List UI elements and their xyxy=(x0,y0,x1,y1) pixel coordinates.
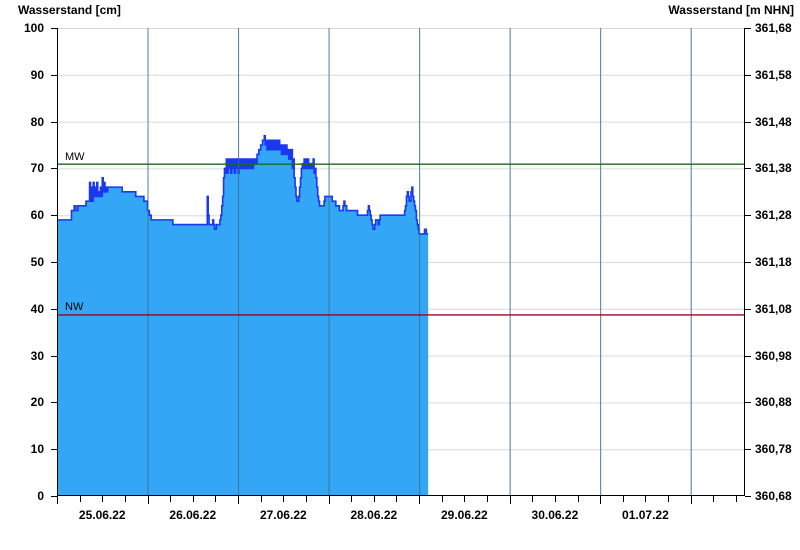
x-axis-major-tick xyxy=(600,496,602,504)
x-axis-minor-tick xyxy=(351,496,353,502)
right-axis-tick-label: 361,28 xyxy=(755,208,792,223)
x-axis-minor-tick xyxy=(192,496,194,502)
left-axis-tick-mark xyxy=(51,168,57,170)
water-level-series xyxy=(57,134,429,496)
left-axis-tick-mark xyxy=(51,74,57,76)
left-axis-tick-mark xyxy=(51,308,57,310)
x-axis-tick-label: 01.07.22 xyxy=(622,508,669,522)
x-axis-minor-tick xyxy=(532,496,534,502)
left-axis-tick-mark xyxy=(51,496,57,497)
left-axis-tick-label: 60 xyxy=(30,208,44,223)
x-axis-minor-tick xyxy=(79,496,81,502)
x-axis-minor-tick xyxy=(464,496,466,502)
x-axis-minor-tick xyxy=(396,496,398,502)
left-axis-tick-label: 0 xyxy=(37,489,44,503)
right-axis-tick-label: 361,48 xyxy=(755,114,792,129)
x-axis-minor-tick xyxy=(713,496,715,502)
left-axis-tick-mark xyxy=(51,215,57,217)
right-axis-tick-label: 361,08 xyxy=(755,301,792,316)
x-axis-minor-tick xyxy=(102,496,104,502)
x-axis-major-tick xyxy=(57,496,58,504)
x-axis-minor-tick xyxy=(622,496,624,502)
right-axis-tick-mark xyxy=(745,28,751,29)
x-axis-major-tick xyxy=(509,496,511,504)
x-axis-minor-tick xyxy=(373,496,375,502)
right-axis-tick-label: 361,68 xyxy=(755,21,792,35)
reference-line-label-mw: MW xyxy=(65,150,85,163)
right-axis-tick-mark xyxy=(745,262,751,263)
reference-lines xyxy=(57,163,745,316)
x-axis-tick-label: 27.06.22 xyxy=(259,508,307,522)
right-axis-tick-mark xyxy=(745,449,751,451)
left-axis-tick-label: 40 xyxy=(30,301,44,316)
x-axis-minor-tick xyxy=(124,496,126,502)
x-axis-major-tick xyxy=(419,496,421,504)
right-axis-tick-label: 360,68 xyxy=(755,489,792,503)
x-axis-minor-tick xyxy=(215,496,217,502)
x-axis-tick-label: 29.06.22 xyxy=(441,508,488,522)
left-axis-title: Wasserstand [cm] xyxy=(18,3,121,17)
x-axis-minor-tick xyxy=(735,496,737,502)
right-axis-tick-label: 361,58 xyxy=(755,67,792,82)
x-axis-tick-label: 25.06.22 xyxy=(78,508,126,522)
left-axis-tick-mark xyxy=(51,355,57,357)
x-axis-major-tick xyxy=(238,496,240,504)
left-axis-tick-label: 70 xyxy=(30,161,44,176)
left-axis-tick-mark xyxy=(51,121,57,123)
right-axis-tick-label: 360,98 xyxy=(755,348,792,363)
x-axis-major-tick xyxy=(690,496,692,504)
x-axis-major-tick xyxy=(328,496,330,504)
left-axis-tick-label: 100 xyxy=(23,21,44,35)
right-axis-tick-mark xyxy=(745,168,751,170)
right-axis-tick-mark xyxy=(745,355,751,357)
right-axis-tick-label: 361,38 xyxy=(755,161,792,176)
x-axis-tick-label: 26.06.22 xyxy=(169,508,217,522)
x-axis-minor-tick xyxy=(170,496,172,502)
right-axis-tick-mark xyxy=(745,308,751,310)
right-axis-tick-mark xyxy=(745,74,751,76)
left-axis-tick-mark xyxy=(51,402,57,404)
day-gridlines-overlay xyxy=(147,28,692,496)
right-axis-tick-label: 360,78 xyxy=(755,442,792,457)
left-axis-tick-mark xyxy=(51,28,57,29)
x-axis-minor-tick xyxy=(487,496,488,502)
left-axis-tick-label: 80 xyxy=(30,114,44,129)
right-axis-title: Wasserstand [m NHN] xyxy=(668,3,794,17)
left-axis-tick-mark xyxy=(51,449,57,451)
reference-line-label-nw: NW xyxy=(65,301,84,314)
x-axis-minor-tick xyxy=(441,496,443,502)
right-axis-tick-label: 360,88 xyxy=(755,395,792,410)
right-axis-tick-mark xyxy=(745,402,751,404)
x-axis-minor-tick xyxy=(668,496,670,502)
right-axis-tick-mark xyxy=(745,496,751,497)
x-axis-tick-label: 28.06.22 xyxy=(350,508,398,522)
x-axis-major-tick xyxy=(147,496,149,504)
x-axis-tick-label: 30.06.22 xyxy=(531,508,579,522)
x-axis-minor-tick xyxy=(645,496,647,502)
left-axis-tick-label: 30 xyxy=(30,348,44,363)
left-axis-tick-label: 20 xyxy=(30,395,44,410)
x-axis-minor-tick xyxy=(577,496,579,502)
x-axis-minor-tick xyxy=(305,496,307,502)
left-axis-tick-label: 10 xyxy=(30,442,44,457)
plot-area xyxy=(57,28,745,496)
left-axis-tick-mark xyxy=(51,262,57,263)
right-axis-tick-mark xyxy=(745,215,751,217)
left-axis-tick-label: 50 xyxy=(30,255,44,269)
x-axis-minor-tick xyxy=(283,496,285,502)
x-axis-minor-tick xyxy=(554,496,556,502)
left-axis-tick-label: 90 xyxy=(30,67,44,82)
water-level-area-chart xyxy=(57,28,745,496)
right-axis-tick-mark xyxy=(745,121,751,123)
x-axis-minor-tick xyxy=(260,496,262,502)
right-axis-tick-label: 361,18 xyxy=(755,255,792,269)
